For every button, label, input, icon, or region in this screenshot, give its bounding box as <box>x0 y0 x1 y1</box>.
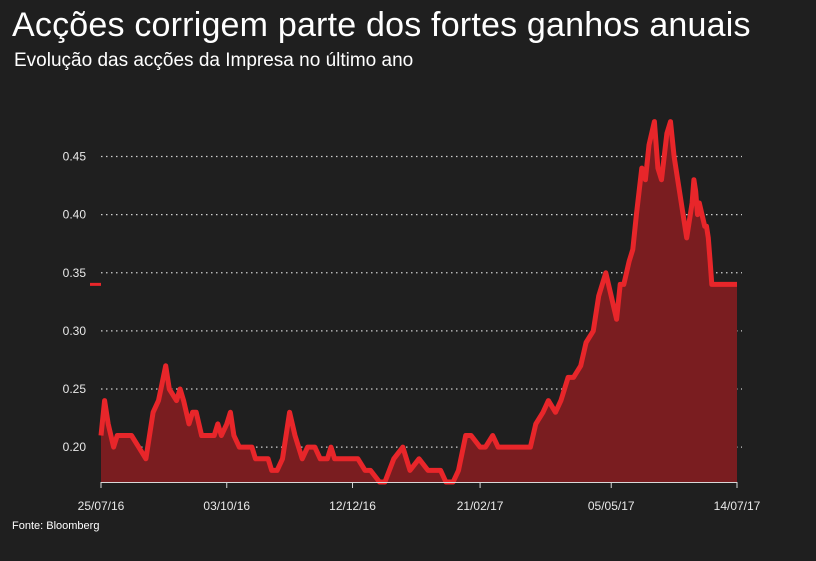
x-tick-label: 12/12/16 <box>329 499 376 513</box>
x-tick-label: 25/07/16 <box>78 499 125 513</box>
series-area-fill <box>101 121 737 482</box>
y-tick-label: 0.25 <box>63 382 87 396</box>
chart-title: Acções corrigem parte dos fortes ganhos … <box>12 6 751 44</box>
chart-subtitle: Evolução das acções da Impresa no último… <box>14 50 414 71</box>
x-tick-label: 14/07/17 <box>714 499 761 513</box>
series-line-path <box>98 119 738 485</box>
y-tick-label: 0.20 <box>63 440 87 454</box>
y-tick-label: 0.30 <box>63 324 87 338</box>
series-area <box>101 121 737 482</box>
grid-lines <box>101 155 742 448</box>
y-axis-ticks: 0.20 0.25 0.30 0.35 0.40 0.45 <box>63 150 87 455</box>
y-tick-label: 0.45 <box>63 150 87 164</box>
x-tick-label: 05/05/17 <box>588 499 635 513</box>
x-axis-ticks: 25/07/16 03/10/16 12/12/16 21/02/17 05/05/17… <box>78 482 761 513</box>
series-line <box>98 119 738 485</box>
y-tick-label: 0.35 <box>63 266 87 280</box>
y-tick-label: 0.40 <box>63 208 87 222</box>
source-note: Fonte: Bloomberg <box>12 520 100 532</box>
x-tick-label: 03/10/16 <box>203 499 250 513</box>
x-tick-label: 21/02/17 <box>457 499 504 513</box>
